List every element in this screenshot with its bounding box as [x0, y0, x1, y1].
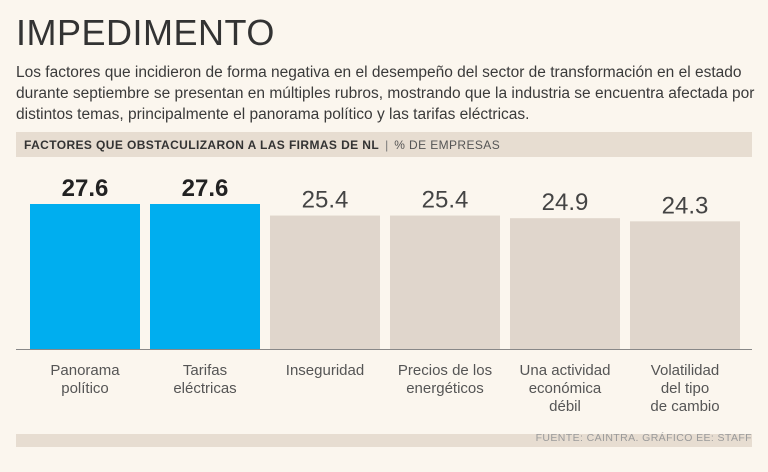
category-label-line: Panorama: [50, 362, 120, 379]
category-label-line: político: [61, 380, 109, 397]
bar-4: [510, 218, 620, 349]
value-label-0: 27.6: [62, 175, 109, 202]
bar-3: [390, 215, 500, 349]
footer-band: [16, 434, 752, 447]
chart-header-separator: |: [385, 137, 389, 152]
category-label-line: energéticos: [406, 380, 484, 397]
category-label-line: económica: [529, 380, 602, 397]
chart-header-unit: % DE EMPRESAS: [394, 137, 501, 152]
source-note: FUENTE: CAINTRA. GRÁFICO EE: STAFF: [535, 432, 752, 444]
category-label-3: Precios de los energéticos: [398, 362, 492, 397]
category-label-0: Panorama político: [50, 362, 120, 397]
category-label-line: débil: [549, 398, 581, 415]
bar-0: [30, 204, 140, 349]
value-label-3: 25.4: [422, 187, 469, 214]
category-label-1: Tarifas eléctricas: [173, 362, 236, 397]
category-label-4: Una actividad económica débil: [520, 362, 611, 415]
category-label-5: Volatilidad del tipo de cambio: [650, 362, 719, 415]
category-label-line: del tipo: [661, 380, 709, 397]
category-label-line: de cambio: [650, 398, 719, 415]
value-label-2: 25.4: [302, 187, 349, 214]
category-label-line: Una actividad: [520, 362, 611, 379]
category-label-line: Tarifas: [183, 362, 227, 379]
category-label-line: Volatilidad: [651, 362, 719, 379]
value-label-5: 24.3: [662, 192, 709, 219]
value-label-4: 24.9: [542, 189, 589, 216]
bar-2: [270, 215, 380, 349]
bar-5: [630, 221, 740, 349]
chart-header-label: FACTORES QUE OBSTACULIZARON A LAS FIRMAS…: [24, 137, 380, 152]
category-label-2: Inseguridad: [286, 362, 364, 379]
category-label-line: eléctricas: [173, 380, 236, 397]
category-label-line: Inseguridad: [286, 362, 364, 379]
category-label-line: Precios de los: [398, 362, 492, 379]
chart-subtitle: Los factores que incidieron de forma neg…: [16, 64, 755, 123]
chart-header-band: FACTORES QUE OBSTACULIZARON A LAS FIRMAS…: [16, 132, 752, 157]
chart-title: IMPEDIMENTO: [16, 12, 275, 53]
value-label-1: 27.6: [182, 175, 229, 202]
bar-1: [150, 204, 260, 349]
